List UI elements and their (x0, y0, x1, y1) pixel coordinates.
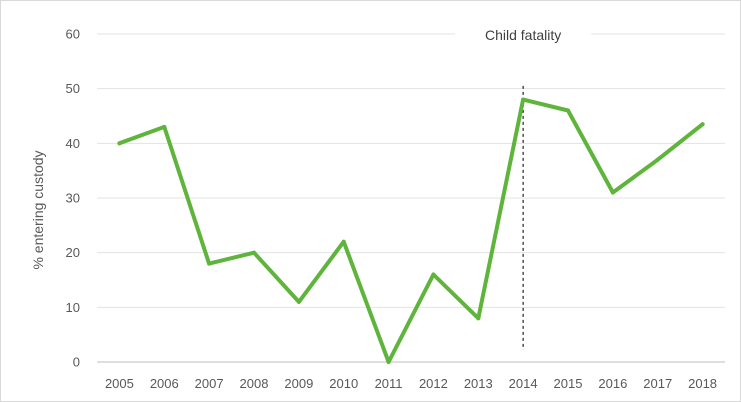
data-point (117, 141, 122, 146)
data-point (162, 124, 167, 129)
data-point (521, 97, 526, 102)
x-tick-label: 2016 (598, 376, 627, 391)
x-tick-label: 2011 (375, 376, 403, 391)
data-point (431, 272, 436, 277)
y-tick-label: 30 (66, 191, 80, 206)
series-line (117, 97, 705, 364)
x-tick-label: 2017 (643, 376, 672, 391)
data-point (610, 190, 615, 195)
y-tick-label: 0 (73, 355, 80, 370)
data-point (476, 316, 481, 321)
x-tick-label: 2018 (688, 376, 717, 391)
data-point (700, 122, 705, 127)
data-point (296, 299, 301, 304)
data-point (341, 239, 346, 244)
series-layer (117, 97, 705, 364)
x-tick-label: 2008 (240, 376, 269, 391)
y-tick-label: 40 (66, 136, 80, 151)
x-tick-label: 2006 (150, 376, 179, 391)
data-point (566, 108, 570, 113)
x-tick-label: 2013 (464, 376, 493, 391)
y-tick-label: 60 (66, 27, 80, 42)
x-tick-label: 2005 (105, 376, 134, 391)
y-axis-title: % entering custody (30, 150, 46, 269)
annotation-layer: Child fatality (455, 24, 592, 350)
y-tick-label: 10 (66, 300, 80, 315)
gridlines (97, 33, 725, 363)
data-point (386, 360, 391, 364)
x-axis-ticks: 2005 2006 2007 2008 2009 2010 2011 2012 2013 2014… (105, 376, 717, 391)
annotation-label-bg (455, 24, 592, 46)
x-tick-label: 2009 (284, 376, 313, 391)
data-point (252, 250, 256, 255)
data-point (207, 261, 212, 266)
x-tick-label: 2010 (329, 376, 358, 391)
x-tick-label: 2014 (509, 376, 538, 391)
y-axis-ticks: 0 10 20 30 40 50 60 (66, 27, 80, 370)
data-point (655, 157, 660, 162)
x-tick-label: 2007 (195, 376, 224, 391)
x-tick-label: 2012 (419, 376, 448, 391)
annotation-label: Child fatality (485, 27, 561, 43)
y-tick-label: 20 (66, 245, 80, 260)
y-tick-label: 50 (66, 81, 80, 96)
x-tick-label: 2015 (554, 376, 583, 391)
